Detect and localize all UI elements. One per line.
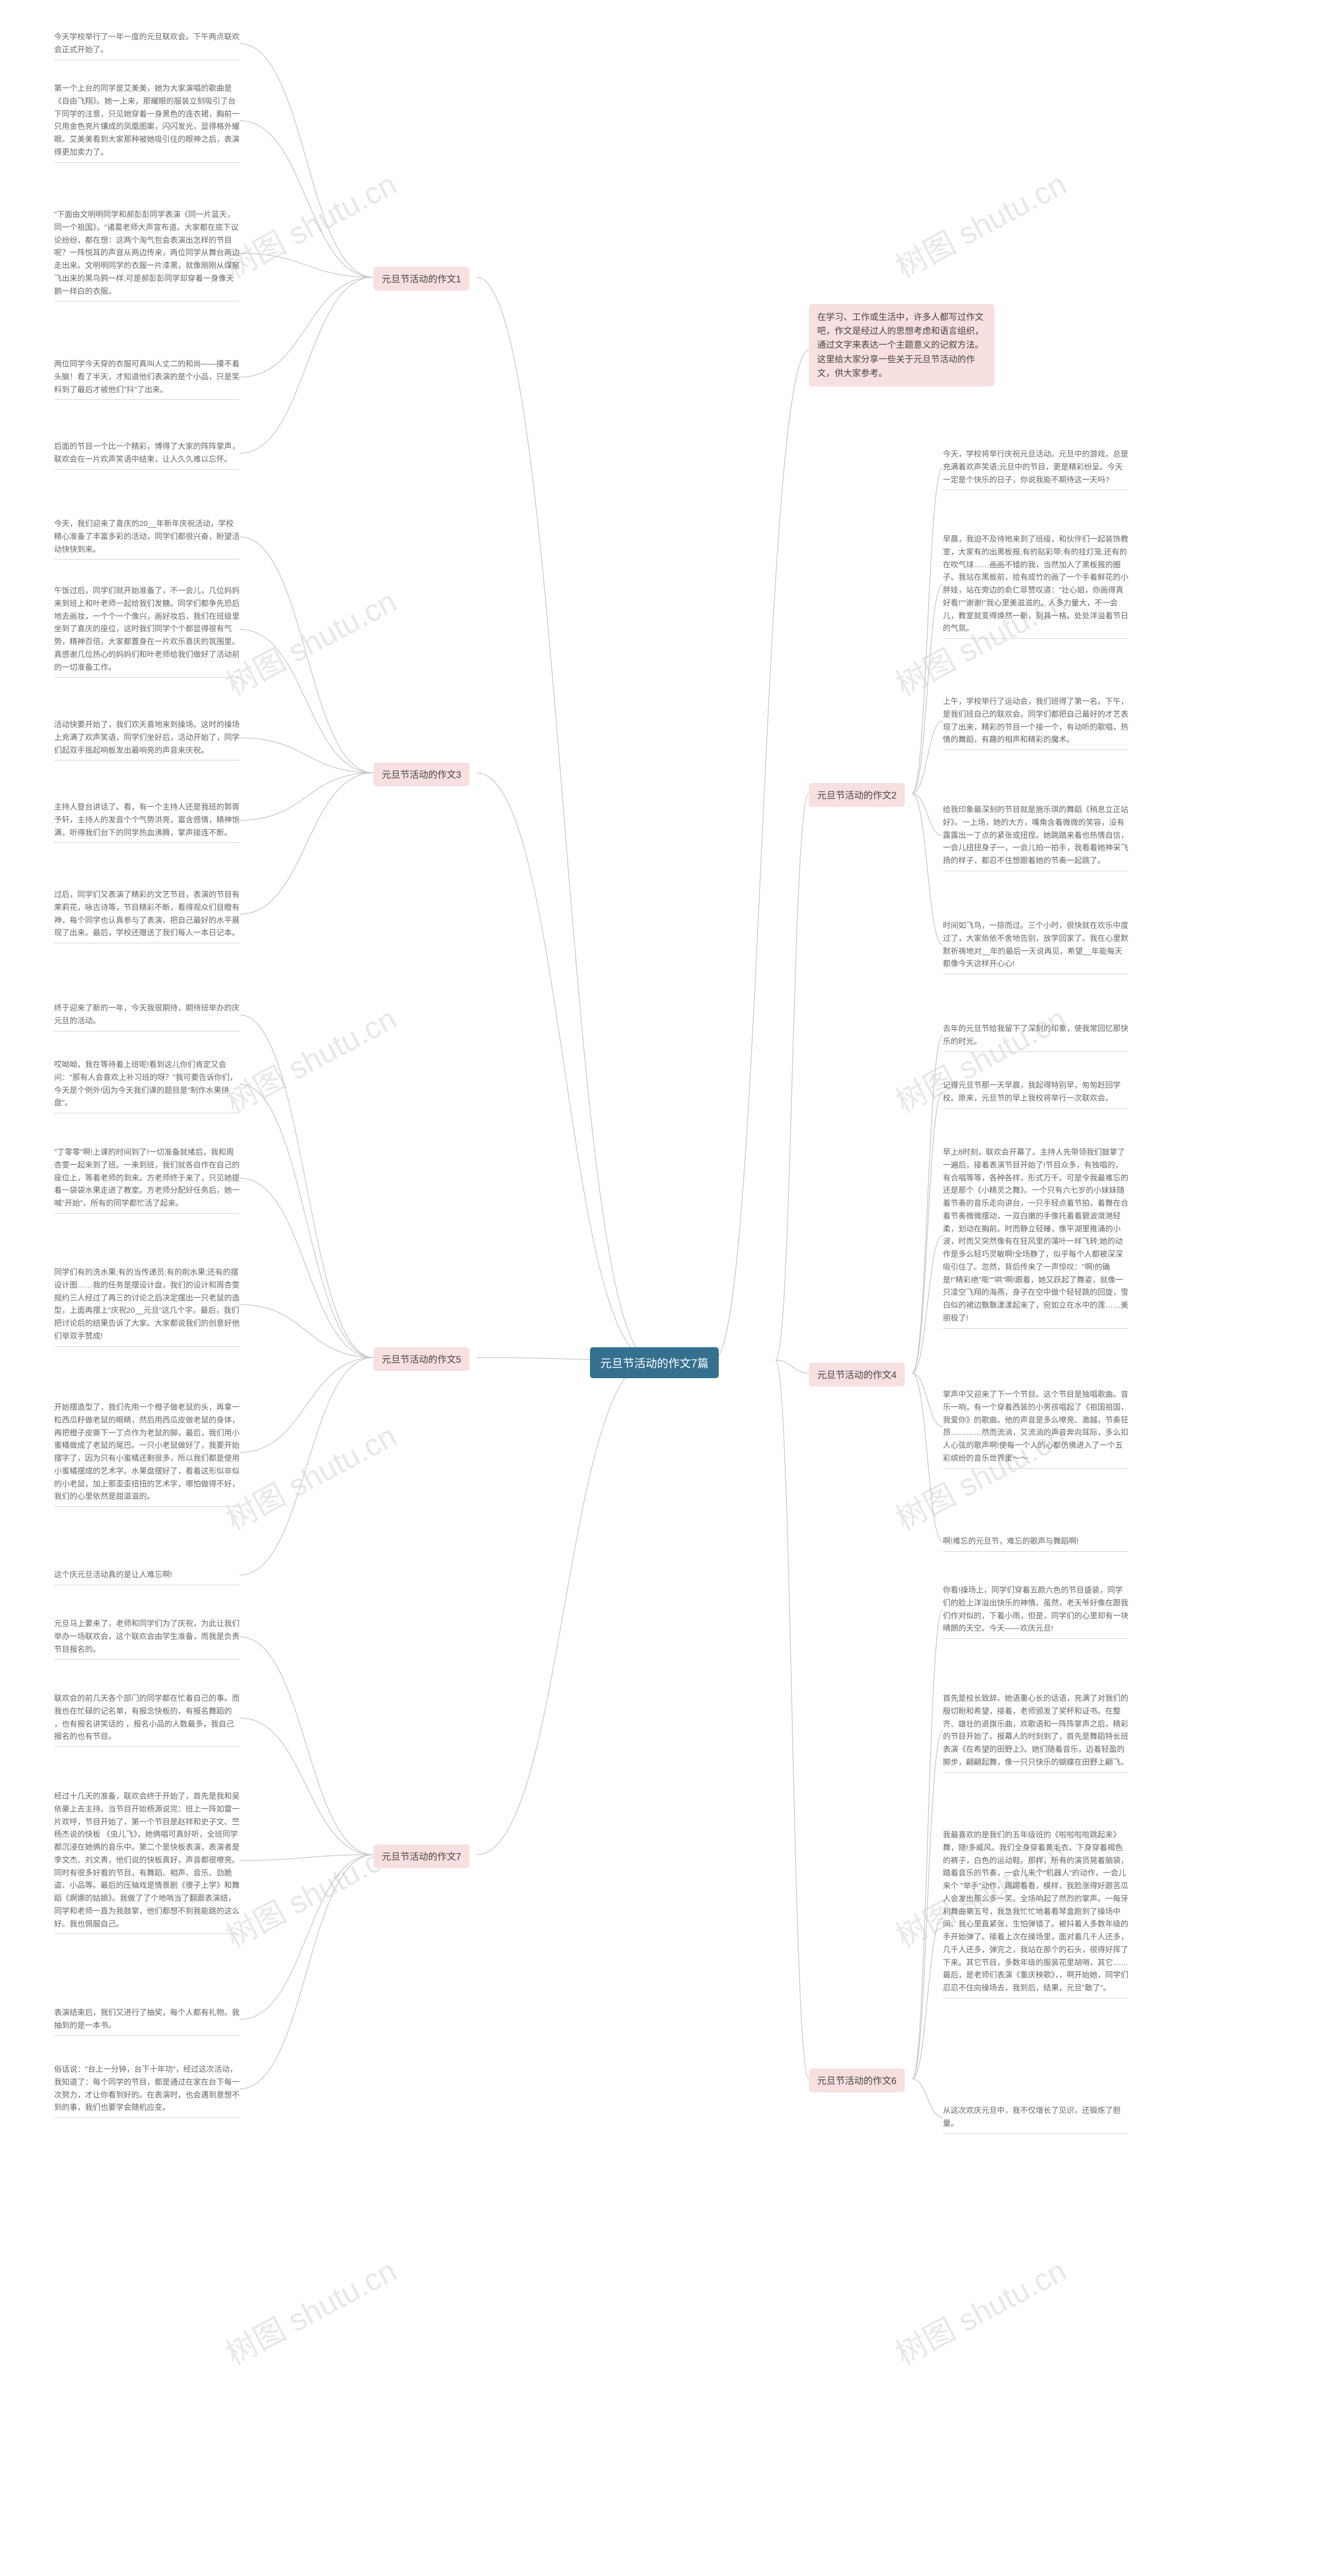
leaf-node: 今天，我们迎来了喜庆的20__年新年庆祝活动，学校精心准备了丰富多彩的活动，同学…	[54, 518, 240, 560]
leaf-node: 时间如飞鸟，一掠而过。三个小时，很快就在欢乐中度过了，大家依依不舍地告别，放学回…	[943, 920, 1128, 974]
leaf-node: 掌声中又迎来了下一个节目。这个节目是独唱歌曲。音乐一响，有一个穿着西装的小男孩唱…	[943, 1388, 1128, 1469]
branch-node: 元旦节活动的作文4	[809, 1363, 905, 1386]
watermark: 树图 shutu.cn	[887, 160, 1073, 287]
leaf-node: 同学们有的洗水果;有的当传递员;有的削水果;还有的摆设计图……我的任务是摆设计盘…	[54, 1266, 240, 1347]
leaf-node: 经过十几天的准备，联欢会终于开始了，首先是我和吴依豪上去主持。当节目开始杨源说完…	[54, 1790, 240, 1934]
leaf-node: 我最喜欢的是我们的五年级班的《啦啦啦啦跳起来》舞，随!多威风。我们全身穿着黄毛衣…	[943, 1829, 1128, 1998]
leaf-node: 后面的节目一个比一个精彩，博得了大家的阵阵掌声，联欢会在一片欢声笑语中结束，让人…	[54, 440, 240, 470]
leaf-node: 哎呦呦，我在等待着上班呢!看到这儿你们肯定又会问："那有人会喜欢上补习班的呀？"…	[54, 1059, 240, 1113]
leaf-node: 去年的元旦节给我留下了深刻的印象，使我常回忆那快乐的时光。	[943, 1023, 1128, 1052]
watermark: 树图 shutu.cn	[217, 577, 403, 704]
leaf-node: 从这次欢庆元旦中，我不仅增长了见识，还锻炼了胆量。	[943, 2105, 1128, 2134]
leaf-node: 早上8时刻，联欢会开幕了。主持人先带领我们鼓掌了一遍后，接着表演节目开始了!节目…	[943, 1146, 1128, 1329]
leaf-node: 过后，同学们又表演了精彩的文艺节目，表演的节目有茉莉花，咏古诗等，节目精彩不断，…	[54, 889, 240, 943]
leaf-node: 两位同学今天穿的衣服可真叫人丈二的和尚——摸不着头脑！看了半天，才知道他们表演的…	[54, 358, 240, 400]
branch-node: 元旦节活动的作文7	[374, 1844, 469, 1868]
watermark: 树图 shutu.cn	[217, 994, 403, 1122]
branch-node: 元旦节活动的作文6	[809, 2069, 905, 2092]
leaf-node: 俗话说："台上一分钟，台下十年功"，经过这次活动，我知道了：每个同学的节目，都是…	[54, 2063, 240, 2118]
branch-node: 元旦节活动的作文3	[374, 762, 469, 786]
branch-node: 元旦节活动的作文5	[374, 1347, 469, 1371]
leaf-node: 联欢会的前几天各个部门的同学都在忙着自己的事。而我也在忙碌的记名单，有报念快板的…	[54, 1692, 240, 1747]
leaf-node: 今天学校举行了一年一度的元旦联欢会。下午两点联欢会正式开始了。	[54, 31, 240, 60]
branch-node: 元旦节活动的作文1	[374, 267, 469, 291]
leaf-node: 第一个上台的同学是艾美美，她为大家演唱的歌曲是《自由飞翔》。她一上来，那耀眼的服…	[54, 82, 240, 163]
watermark: 树图 shutu.cn	[217, 1412, 403, 1539]
leaf-node: 开始摆造型了，我们先用一个橙子做老鼠的头，再拿一粒西瓜籽做老鼠的眼睛，然后用西瓜…	[54, 1401, 240, 1507]
leaf-node: 元旦马上要来了，老师和同学们为了庆祝，为此让我们举办一场联欢会，这个联欢会由学生…	[54, 1618, 240, 1659]
leaf-node: 记得元旦节那一天早晨，我起得特别早，匆匆赶回学校。原来，元旦节的早上我校将举行一…	[943, 1079, 1128, 1109]
root-node: 元旦节活动的作文7篇	[590, 1347, 719, 1378]
leaf-node: 这个庆元旦活动真的是让人难忘啊!	[54, 1569, 240, 1585]
leaf-node: "下面由文明明同学和郝彭彭同学表演《同一片蓝天，同一个祖国》。"诸葛老师大声宣布…	[54, 209, 240, 301]
watermark: 树图 shutu.cn	[217, 2246, 403, 2374]
leaf-node: 今天，学校将举行庆祝元旦活动。元旦中的游戏，总是充满着欢声笑语;元旦中的节目，更…	[943, 448, 1128, 490]
leaf-node: 给我印象最深刻的节目就是施乐琪的舞蹈《稍息立正站好》。一上场，她的大方，嘴角含着…	[943, 804, 1128, 871]
leaf-node: 午饭过后，同学们就开始准备了，不一会儿，几位妈妈来到班上和叶老师一起给我们发糖。…	[54, 585, 240, 677]
leaf-node: 表演结束后，我们又进行了抽奖，每个人都有礼物。我抽到的是一本书。	[54, 2007, 240, 2036]
leaf-node: 你看!操场上，同学们穿着五颜六色的节目盛装，同学们的脸上洋溢出快乐的神情。虽然，…	[943, 1584, 1128, 1639]
watermark: 树图 shutu.cn	[887, 2246, 1073, 2374]
intro-node: 在学习、工作或生活中，许多人都写过作文吧，作文是经过人的思想考虑和语言组织，通过…	[809, 304, 994, 386]
leaf-node: "丁零零"啊!上课的时间到了!一切准备就绪后，我和周杏雯一起来到了班。一来到班，…	[54, 1146, 240, 1214]
leaf-node: 啊!难忘的元旦节，难忘的歌声与舞蹈啊!	[943, 1535, 1128, 1552]
leaf-node: 主持人登台讲话了。看，有一个主持人还是我班的郭胥予轩，主持人的发音个个气势洪亮，…	[54, 801, 240, 843]
leaf-node: 早晨，我迫不及待地来到了班级，和伙伴们一起装饰教室，大家有的出黑板报;有的贴彩带…	[943, 533, 1128, 639]
leaf-node: 上午，学校举行了运动会，我们班得了第一名。下午，是我们班自己的联欢会。同学们都把…	[943, 696, 1128, 750]
leaf-node: 终于迎来了新的一年，今天我很期待，期待班举办的庆元旦的活动。	[54, 1002, 240, 1031]
leaf-node: 活动快要开始了，我们欢天喜地来到操场。这时的操场上充满了欢声笑语，同学们坐好后，…	[54, 719, 240, 760]
branch-node: 元旦节活动的作文2	[809, 783, 905, 807]
leaf-node: 首先是校长致辞。她语重心长的话语，充满了对我们的殷切盼和希望，接着，老师颁发了奖…	[943, 1692, 1128, 1773]
